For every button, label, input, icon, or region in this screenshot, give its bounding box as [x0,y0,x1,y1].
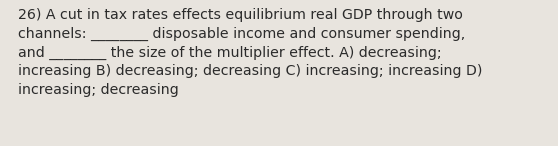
Text: 26) A cut in tax rates effects equilibrium real GDP through two
channels: ______: 26) A cut in tax rates effects equilibri… [18,8,482,97]
